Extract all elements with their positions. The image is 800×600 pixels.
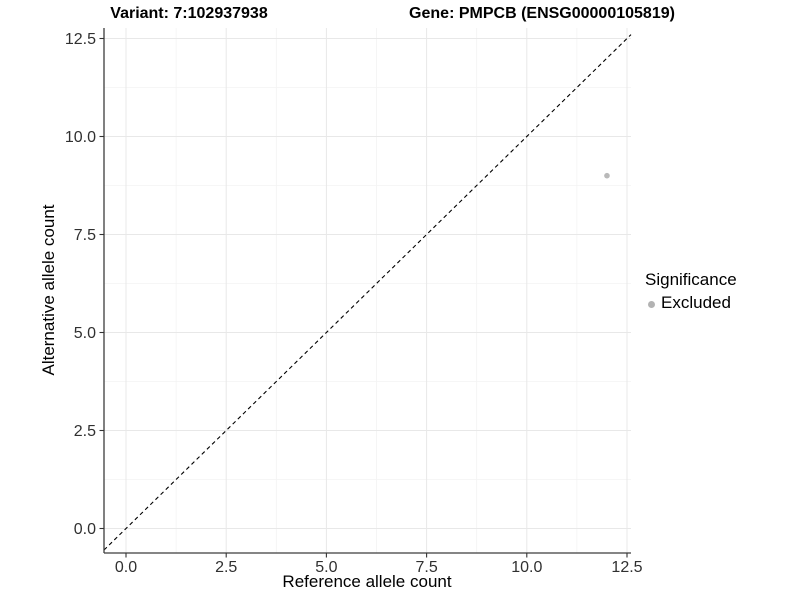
y-axis-title: Alternative allele count — [39, 204, 58, 376]
y-tick-label: 7.5 — [74, 227, 96, 244]
x-tick-label: 5.0 — [315, 559, 337, 576]
legend-item-excluded: Excluded — [645, 293, 737, 313]
x-tick-label: 7.5 — [415, 559, 437, 576]
plot-title-variant: Variant: 7:102937938 — [110, 5, 268, 22]
x-axis-title: Reference allele count — [282, 572, 452, 591]
y-tick-label: 0.0 — [74, 521, 96, 538]
y-tick-label: 2.5 — [74, 423, 96, 440]
identity-line — [103, 34, 632, 551]
legend: Significance Excluded — [645, 270, 737, 313]
x-tick-label: 12.5 — [611, 559, 642, 576]
x-tick-label: 10.0 — [511, 559, 542, 576]
y-tick-label: 5.0 — [74, 325, 96, 342]
legend-title: Significance — [645, 270, 737, 289]
x-tick-label: 2.5 — [215, 559, 237, 576]
x-tick-label: 0.0 — [115, 559, 137, 576]
plot-title-gene: Gene: PMPCB (ENSG00000105819) — [409, 5, 675, 22]
y-tick-label: 10.0 — [65, 129, 96, 146]
legend-point-icon — [648, 300, 655, 308]
y-tick-label: 12.5 — [65, 31, 96, 48]
legend-item-label: Excluded — [661, 293, 731, 312]
data-point-excluded — [604, 172, 610, 179]
